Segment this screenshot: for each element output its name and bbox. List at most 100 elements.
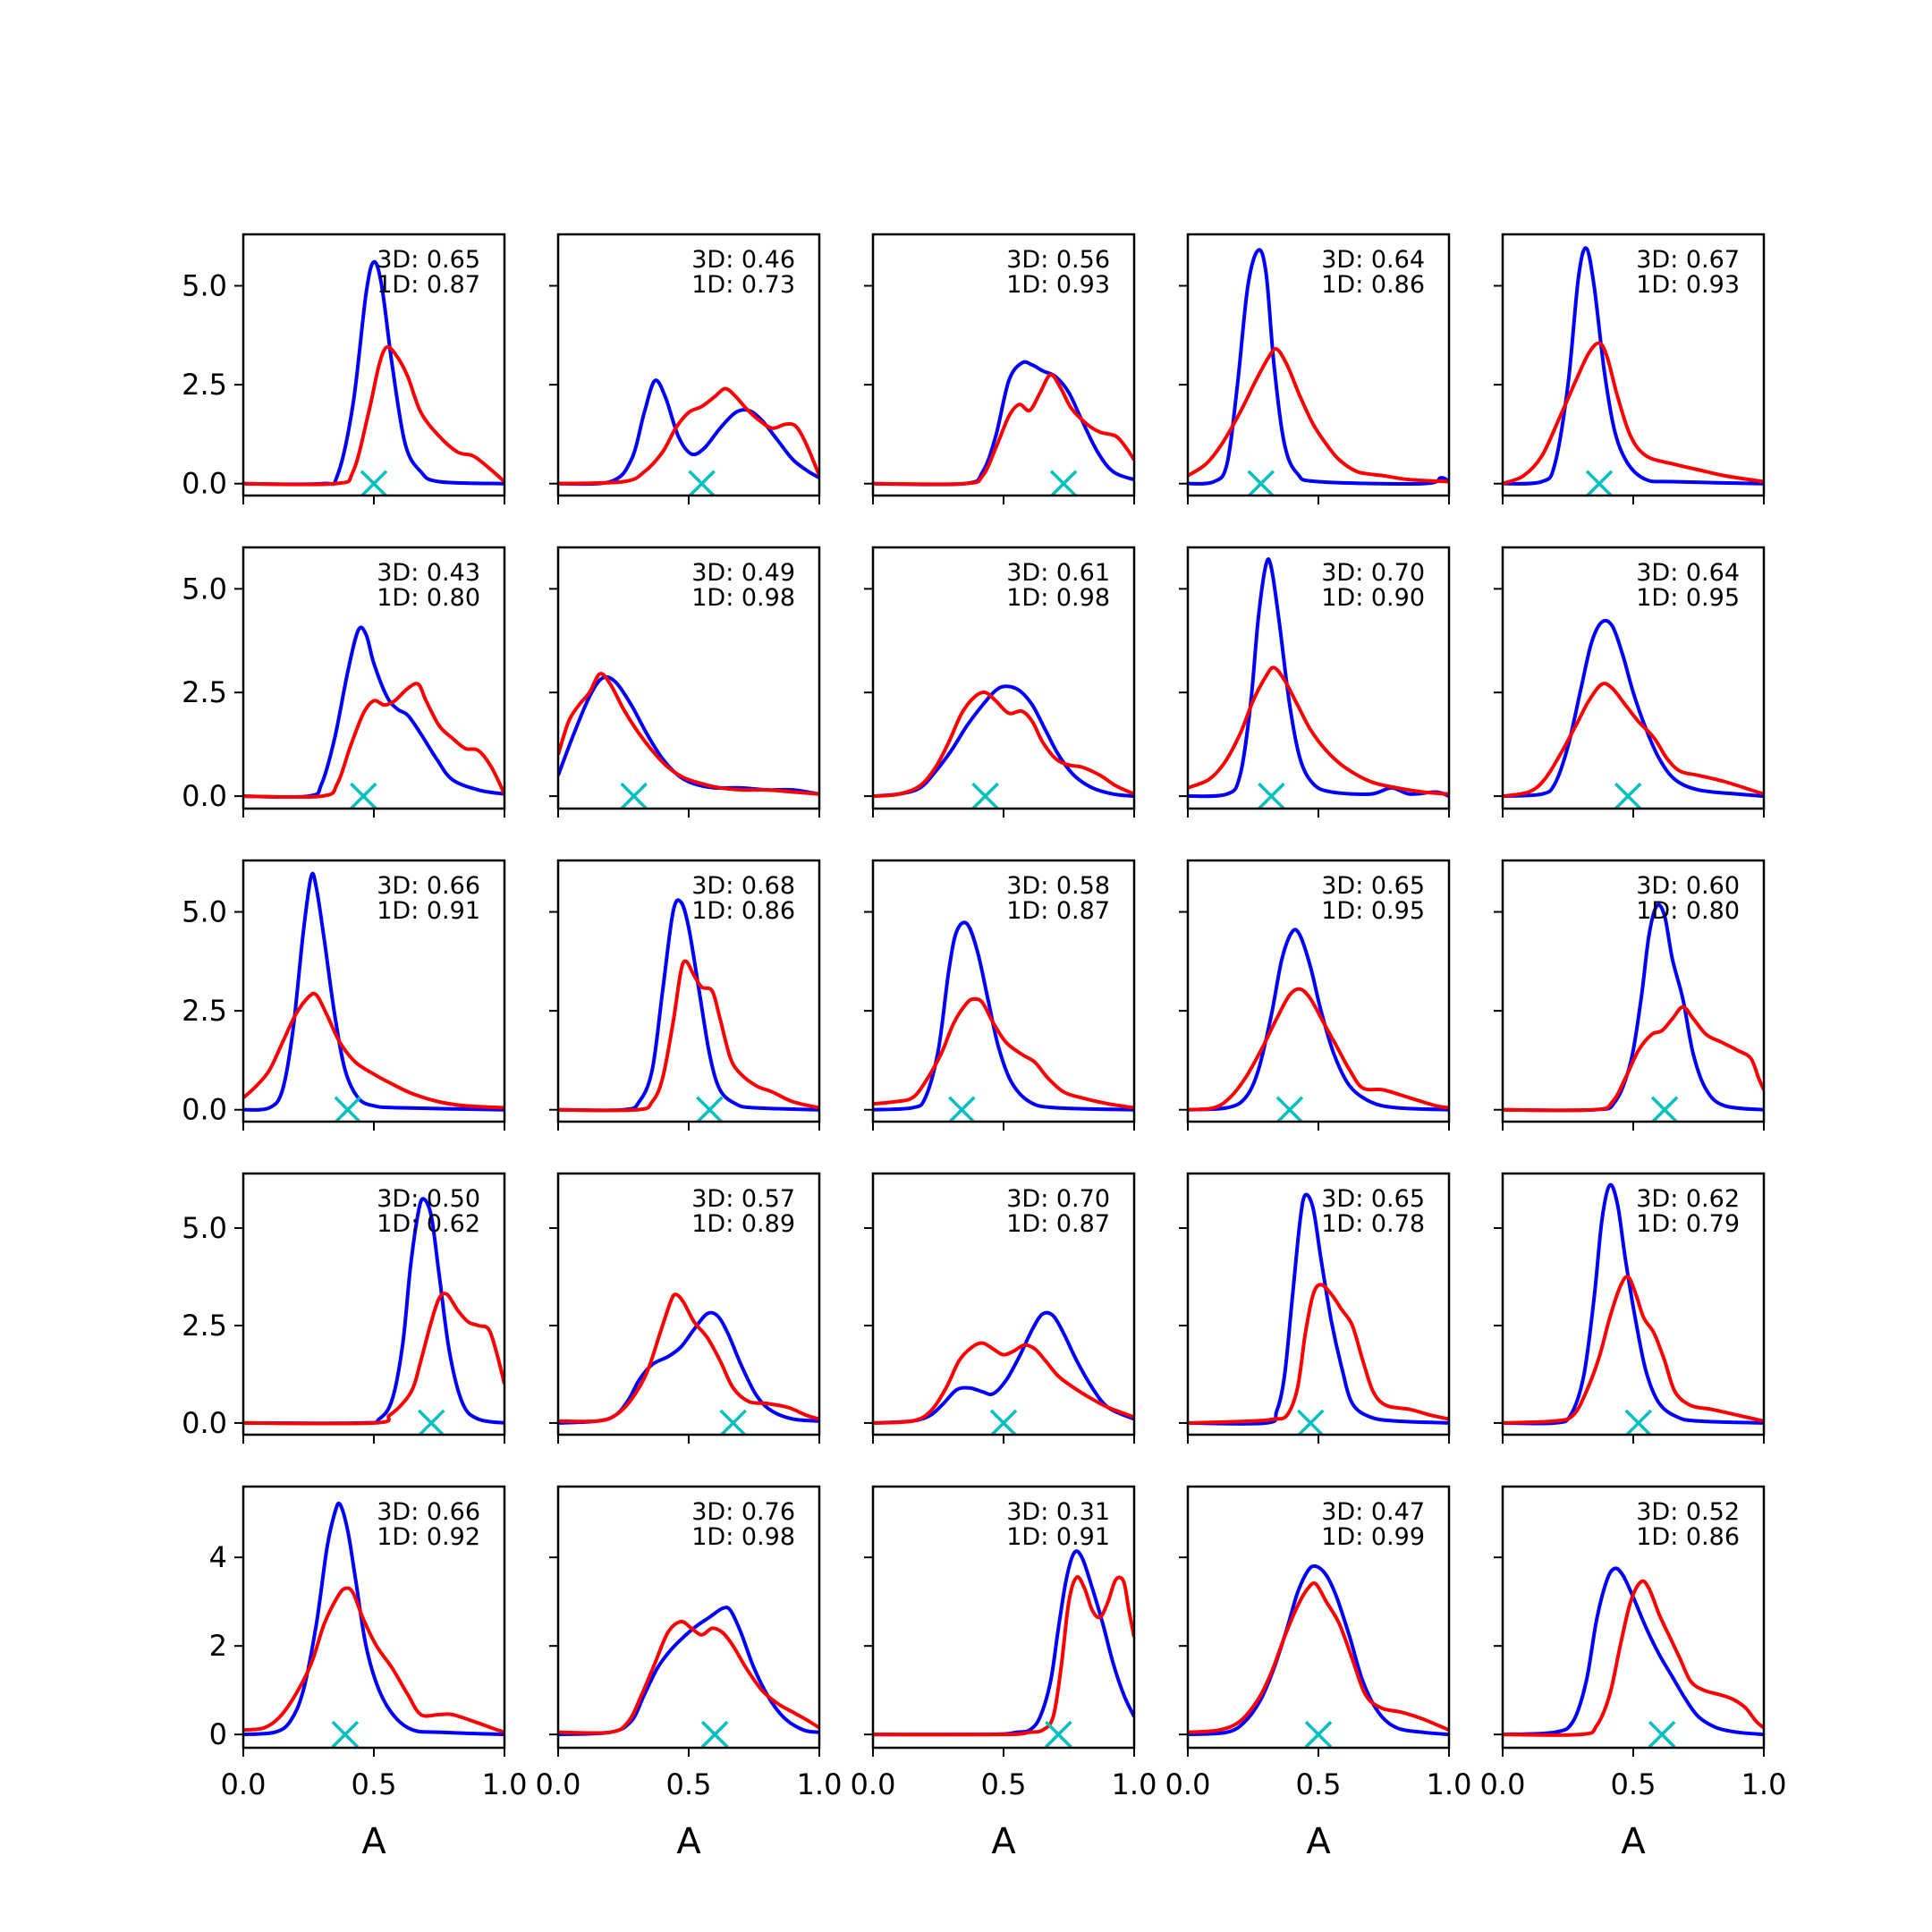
series-red-line [873, 1341, 1134, 1425]
true-value-marker [1304, 1720, 1333, 1748]
true-value-marker [331, 1720, 360, 1748]
annotation-3d: 3D: 0.57 [691, 1185, 795, 1213]
true-value-marker [360, 470, 388, 496]
y-tick-label: 5.0 [182, 572, 227, 606]
annotation-1d: 1D: 0.93 [1636, 271, 1740, 299]
true-value-marker [350, 782, 377, 809]
annotation-3d: 3D: 0.49 [691, 559, 795, 587]
y-tick-label: 2.5 [182, 368, 227, 402]
series-red-line [1188, 987, 1449, 1112]
series-blue-line [1503, 1182, 1764, 1426]
plot-area [1503, 618, 1764, 809]
x-tick-label: 1.0 [1427, 1767, 1472, 1801]
annotation-3d: 3D: 0.65 [1321, 872, 1425, 900]
annotation-1d: 1D: 0.87 [1006, 897, 1110, 925]
true-value-marker [1650, 1096, 1679, 1122]
series-blue-line [243, 625, 504, 800]
annotation-1d: 1D: 0.91 [1006, 1523, 1110, 1551]
series-red-line [1188, 347, 1449, 484]
y-tick-label: 0 [209, 1717, 227, 1751]
annotation-3d: 3D: 0.31 [1006, 1498, 1110, 1526]
series-red-line [1188, 1581, 1449, 1734]
annotation-1d: 1D: 0.79 [1636, 1210, 1740, 1238]
series-red-line [1188, 665, 1449, 796]
x-tick-label: 0.5 [1611, 1767, 1657, 1801]
series-red-line [558, 1619, 819, 1735]
annotation-1d: 1D: 0.98 [691, 1523, 795, 1551]
y-tick-label: 0.0 [182, 779, 227, 813]
annotation-3d: 3D: 0.66 [377, 872, 480, 900]
true-value-marker [948, 1096, 976, 1122]
true-value-marker [334, 1096, 362, 1122]
x-tick-label: 0.5 [666, 1767, 712, 1801]
x-tick-label: 1.0 [482, 1767, 528, 1801]
true-value-marker [1297, 1409, 1325, 1435]
annotation-1d: 1D: 0.95 [1636, 584, 1740, 612]
series-red-line [558, 386, 819, 486]
annotation-1d: 1D: 0.86 [691, 897, 795, 925]
annotation-1d: 1D: 0.92 [377, 1523, 480, 1551]
series-blue-line [873, 920, 1134, 1112]
annotation-1d: 1D: 0.62 [377, 1210, 480, 1238]
plot-area [243, 1501, 504, 1748]
plot-area [873, 920, 1134, 1122]
plot-area [873, 1549, 1134, 1748]
annotation-3d: 3D: 0.60 [1636, 872, 1740, 900]
annotation-1d: 1D: 0.86 [1636, 1523, 1740, 1551]
annotation-3d: 3D: 0.47 [1321, 1498, 1425, 1526]
y-tick-label: 2.5 [182, 994, 227, 1028]
plot-area [1503, 246, 1764, 496]
annotation-3d: 3D: 0.66 [377, 1498, 480, 1526]
series-blue-line [1188, 248, 1449, 486]
annotation-3d: 3D: 0.68 [691, 872, 795, 900]
series-blue-line [243, 1197, 504, 1426]
plot-area [1188, 248, 1449, 496]
annotation-1d: 1D: 0.99 [1321, 1523, 1425, 1551]
annotation-1d: 1D: 0.93 [1006, 271, 1110, 299]
true-value-marker [1624, 1409, 1653, 1435]
series-red-line [873, 373, 1134, 487]
x-axis-label: A [676, 1821, 701, 1862]
annotation-1d: 1D: 0.95 [1321, 897, 1425, 925]
true-value-marker [688, 470, 716, 496]
plot-area [558, 378, 819, 496]
plot-area [1188, 557, 1449, 809]
plot-area [1503, 1566, 1764, 1748]
series-red-line [1188, 1283, 1449, 1425]
series-blue-line [1503, 618, 1764, 799]
true-value-marker [1049, 470, 1078, 496]
series-blue-line [243, 259, 504, 487]
x-tick-label: 0.5 [1296, 1767, 1342, 1801]
true-value-marker [696, 1096, 724, 1122]
series-red-line [558, 1292, 819, 1424]
true-value-marker [620, 782, 648, 809]
series-red-line [558, 959, 819, 1113]
annotation-3d: 3D: 0.65 [377, 246, 480, 274]
series-blue-line [243, 871, 504, 1112]
series-red-line [1503, 682, 1764, 799]
annotation-3d: 3D: 0.61 [1006, 559, 1110, 587]
annotation-3d: 3D: 0.70 [1006, 1185, 1110, 1213]
plot-area [873, 1310, 1134, 1435]
true-value-marker [719, 1409, 747, 1435]
y-tick-label: 2 [209, 1629, 227, 1663]
series-blue-line [873, 1310, 1134, 1425]
series-red-line [1503, 1275, 1764, 1425]
series-blue-line [1188, 1563, 1449, 1737]
plot-area [558, 1606, 819, 1748]
series-red-line [1503, 1579, 1764, 1737]
series-blue-line [1188, 1192, 1449, 1426]
series-red-line [558, 672, 819, 796]
